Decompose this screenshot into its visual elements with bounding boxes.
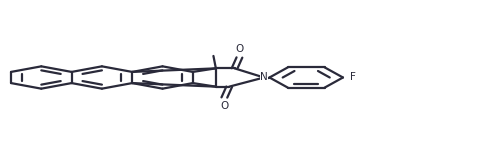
- Text: N: N: [260, 73, 268, 82]
- Text: O: O: [220, 101, 228, 111]
- Text: F: F: [350, 73, 356, 82]
- Text: O: O: [235, 44, 243, 54]
